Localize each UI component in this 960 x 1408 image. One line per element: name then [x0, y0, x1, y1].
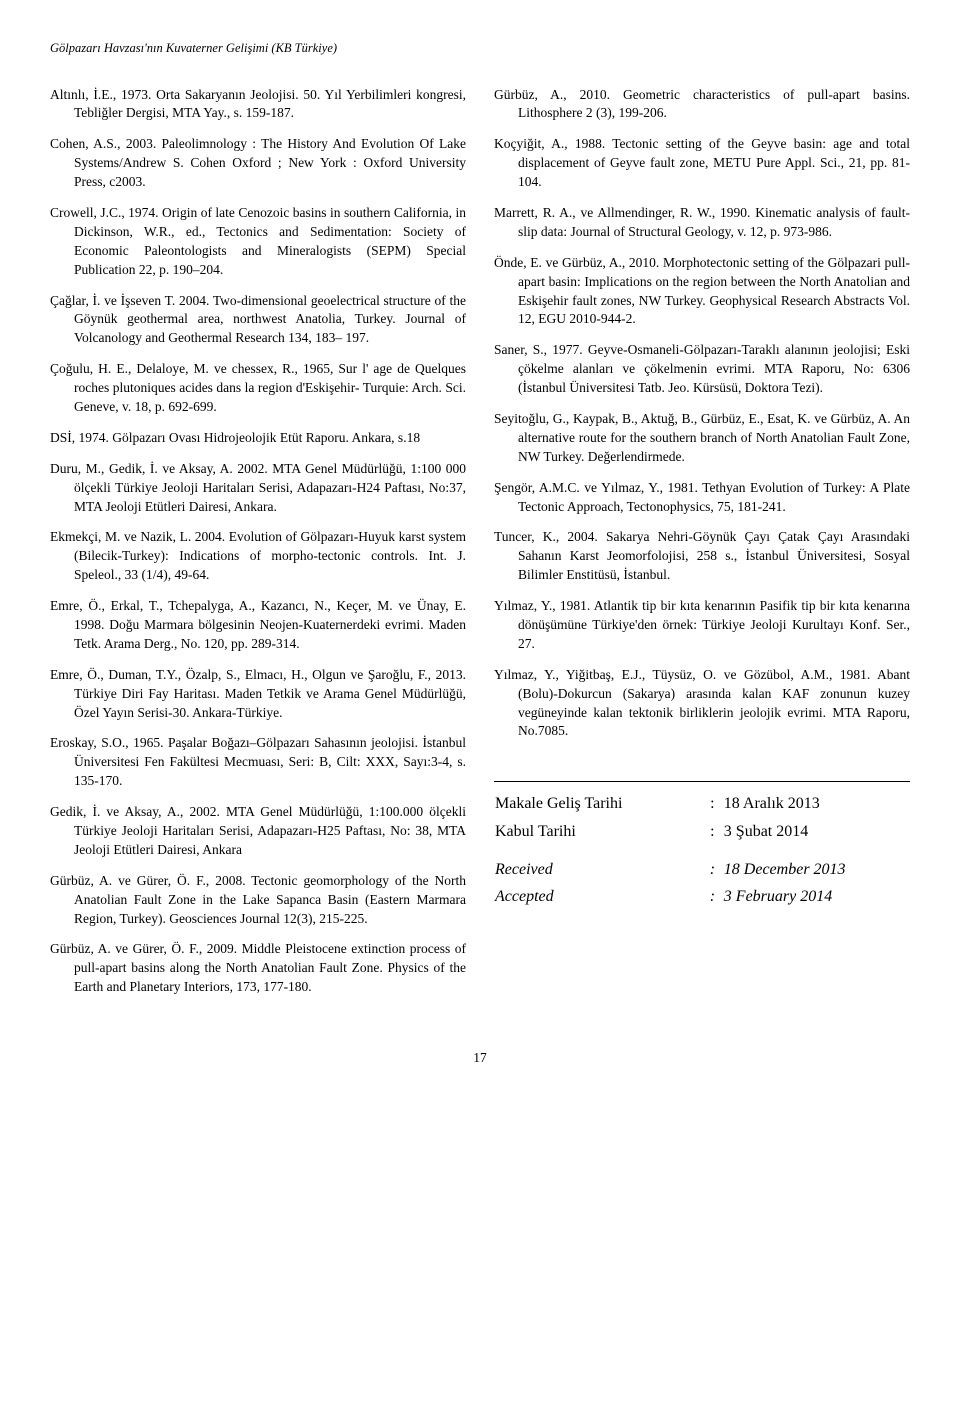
reference-entry: Emre, Ö., Duman, T.Y., Özalp, S., Elmacı… — [50, 666, 466, 723]
colon: : — [702, 790, 723, 818]
reference-entry: Şengör, A.M.C. ve Yılmaz, Y., 1981. Teth… — [494, 479, 910, 517]
reference-entry: Önde, E. ve Gürbüz, A., 2010. Morphotect… — [494, 254, 910, 330]
date-label: Kabul Tarihi — [494, 818, 702, 846]
reference-entry: Duru, M., Gedik, İ. ve Aksay, A. 2002. M… — [50, 460, 466, 517]
reference-entry: Altınlı, İ.E., 1973. Orta Sakaryanın Jeo… — [50, 86, 466, 124]
colon: : — [702, 856, 723, 884]
running-header: Gölpazarı Havzası'nın Kuvaterner Gelişim… — [50, 40, 910, 58]
date-value: 18 Aralık 2013 — [723, 790, 910, 818]
right-column: Gürbüz, A., 2010. Geometric characterist… — [494, 86, 910, 1010]
reference-entry: Yılmaz, Y., 1981. Atlantik tip bir kıta … — [494, 597, 910, 654]
reference-columns: Altınlı, İ.E., 1973. Orta Sakaryanın Jeo… — [50, 86, 910, 1010]
date-label: Makale Geliş Tarihi — [494, 790, 702, 818]
reference-entry: Gürbüz, A. ve Gürer, Ö. F., 2008. Tecton… — [50, 872, 466, 929]
reference-entry: DSİ, 1974. Gölpazarı Ovası Hidrojeolojik… — [50, 429, 466, 448]
left-column: Altınlı, İ.E., 1973. Orta Sakaryanın Jeo… — [50, 86, 466, 1010]
reference-entry: Koçyiğit, A., 1988. Tectonic setting of … — [494, 135, 910, 192]
date-label: Accepted — [494, 883, 702, 911]
date-row-accepted: Accepted : 3 February 2014 — [494, 883, 910, 911]
reference-entry: Marrett, R. A., ve Allmendinger, R. W., … — [494, 204, 910, 242]
reference-entry: Crowell, J.C., 1974. Origin of late Ceno… — [50, 204, 466, 280]
date-row-received: Received : 18 December 2013 — [494, 856, 910, 884]
reference-entry: Çağlar, İ. ve İşseven T. 2004. Two-dimen… — [50, 292, 466, 349]
colon: : — [702, 818, 723, 846]
reference-entry: Eroskay, S.O., 1965. Paşalar Boğazı–Gölp… — [50, 734, 466, 791]
reference-entry: Saner, S., 1977. Geyve-Osmaneli-Gölpazar… — [494, 341, 910, 398]
date-row-gelis: Makale Geliş Tarihi : 18 Aralık 2013 — [494, 790, 910, 818]
date-row-kabul: Kabul Tarihi : 3 Şubat 2014 — [494, 818, 910, 846]
reference-entry: Cohen, A.S., 2003. Paleolimnology : The … — [50, 135, 466, 192]
reference-entry: Emre, Ö., Erkal, T., Tchepalyga, A., Kaz… — [50, 597, 466, 654]
reference-entry: Tuncer, K., 2004. Sakarya Nehri-Göynük Ç… — [494, 528, 910, 585]
reference-entry: Gürbüz, A., 2010. Geometric characterist… — [494, 86, 910, 124]
date-value: 3 Şubat 2014 — [723, 818, 910, 846]
date-label: Received — [494, 856, 702, 884]
reference-entry: Çoğulu, H. E., Delaloye, M. ve chessex, … — [50, 360, 466, 417]
reference-entry: Gedik, İ. ve Aksay, A., 2002. MTA Genel … — [50, 803, 466, 860]
reference-entry: Ekmekçi, M. ve Nazik, L. 2004. Evolution… — [50, 528, 466, 585]
colon: : — [702, 883, 723, 911]
page-number: 17 — [50, 1049, 910, 1068]
date-value: 18 December 2013 — [723, 856, 910, 884]
date-value: 3 February 2014 — [723, 883, 910, 911]
reference-entry: Gürbüz, A. ve Gürer, Ö. F., 2009. Middle… — [50, 940, 466, 997]
reference-entry: Seyitoğlu, G., Kaypak, B., Aktuğ, B., Gü… — [494, 410, 910, 467]
reference-entry: Yılmaz, Y., Yiğitbaş, E.J., Tüysüz, O. v… — [494, 666, 910, 742]
dates-block: Makale Geliş Tarihi : 18 Aralık 2013 Kab… — [494, 781, 910, 910]
